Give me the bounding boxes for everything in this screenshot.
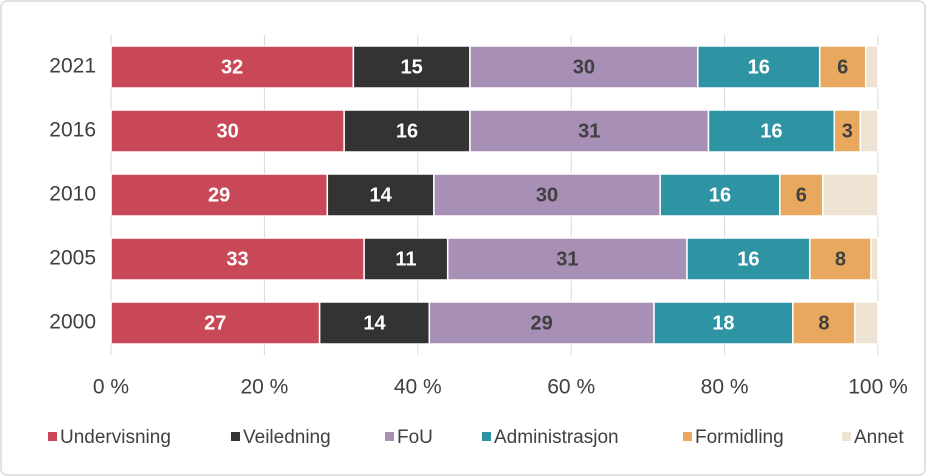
data-label: 27: [204, 312, 226, 334]
data-label: 14: [363, 312, 386, 334]
y-tick-label: 2016: [49, 119, 96, 142]
x-tick-label: 60 %: [547, 376, 595, 399]
bar-segment: [110, 109, 345, 153]
bar-segment: [469, 45, 699, 89]
data-label: 16: [760, 120, 782, 142]
legend-label: Administrasjon: [494, 427, 619, 448]
x-tick-label: 100 %: [848, 376, 908, 399]
data-label: 11: [395, 248, 416, 270]
data-label: 15: [401, 56, 423, 78]
y-tick-label: 2021: [49, 55, 96, 78]
data-label: 29: [208, 184, 230, 206]
data-label: 31: [556, 248, 578, 270]
bar-segment: [653, 301, 794, 345]
legend-label: Undervisning: [60, 427, 171, 448]
bar-segment: [779, 173, 824, 217]
bar-segment: [697, 45, 821, 89]
legend-marker: [48, 432, 57, 441]
data-label: 16: [748, 56, 770, 78]
bar-segment: [110, 237, 365, 281]
bar-segment: [818, 45, 867, 89]
data-label: 6: [796, 184, 807, 206]
bar-segment: [707, 109, 836, 153]
data-label: 8: [835, 248, 846, 270]
bar-segment: [864, 45, 879, 89]
bar-segment: [110, 173, 329, 217]
y-tick-label: 2010: [49, 183, 96, 206]
data-label: 16: [709, 184, 731, 206]
legend-label: Veiledning: [243, 427, 331, 448]
data-label: 6: [837, 56, 848, 78]
data-label: 8: [818, 312, 829, 334]
bar-segment: [686, 237, 811, 281]
bar-segment: [428, 301, 655, 345]
y-tick-label: 2005: [49, 247, 96, 270]
x-tick-label: 20 %: [240, 376, 288, 399]
x-tick-label: 0 %: [93, 376, 129, 399]
legend-label: Formidling: [695, 427, 784, 448]
bar-segment: [343, 109, 471, 153]
data-label: 33: [226, 248, 248, 270]
data-label: 3: [842, 120, 853, 142]
data-label: 14: [369, 184, 392, 206]
data-label: 16: [737, 248, 759, 270]
data-label: 30: [536, 184, 558, 206]
data-label: 18: [712, 312, 734, 334]
bar-segment: [833, 109, 862, 153]
legend-marker: [482, 432, 491, 441]
bar-segment: [854, 301, 879, 345]
data-label: 32: [221, 56, 243, 78]
legend-marker: [231, 432, 240, 441]
y-tick-label: 2000: [49, 311, 96, 334]
data-label: 31: [578, 120, 600, 142]
data-label: 30: [216, 120, 238, 142]
data-label: 29: [531, 312, 553, 334]
bar-segment: [446, 237, 688, 281]
legend-marker: [683, 432, 692, 441]
data-label: 16: [396, 120, 418, 142]
legend-label: FoU: [397, 427, 433, 448]
bar-segment: [352, 45, 471, 89]
legend-label: Annet: [854, 427, 904, 448]
bar-segment: [363, 237, 449, 281]
legend-marker: [842, 432, 851, 441]
x-tick-label: 40 %: [394, 376, 442, 399]
data-label: 30: [573, 56, 595, 78]
bar-segment: [792, 301, 856, 345]
bar-segment: [110, 301, 321, 345]
bar-segment: [870, 237, 879, 281]
x-tick-label: 80 %: [701, 376, 749, 399]
bar-segment: [469, 109, 710, 153]
legend-marker: [385, 432, 394, 441]
bar-segment: [859, 109, 879, 153]
bar-segment: [433, 173, 661, 217]
bar-segment: [318, 301, 431, 345]
bar-segment: [822, 173, 879, 217]
